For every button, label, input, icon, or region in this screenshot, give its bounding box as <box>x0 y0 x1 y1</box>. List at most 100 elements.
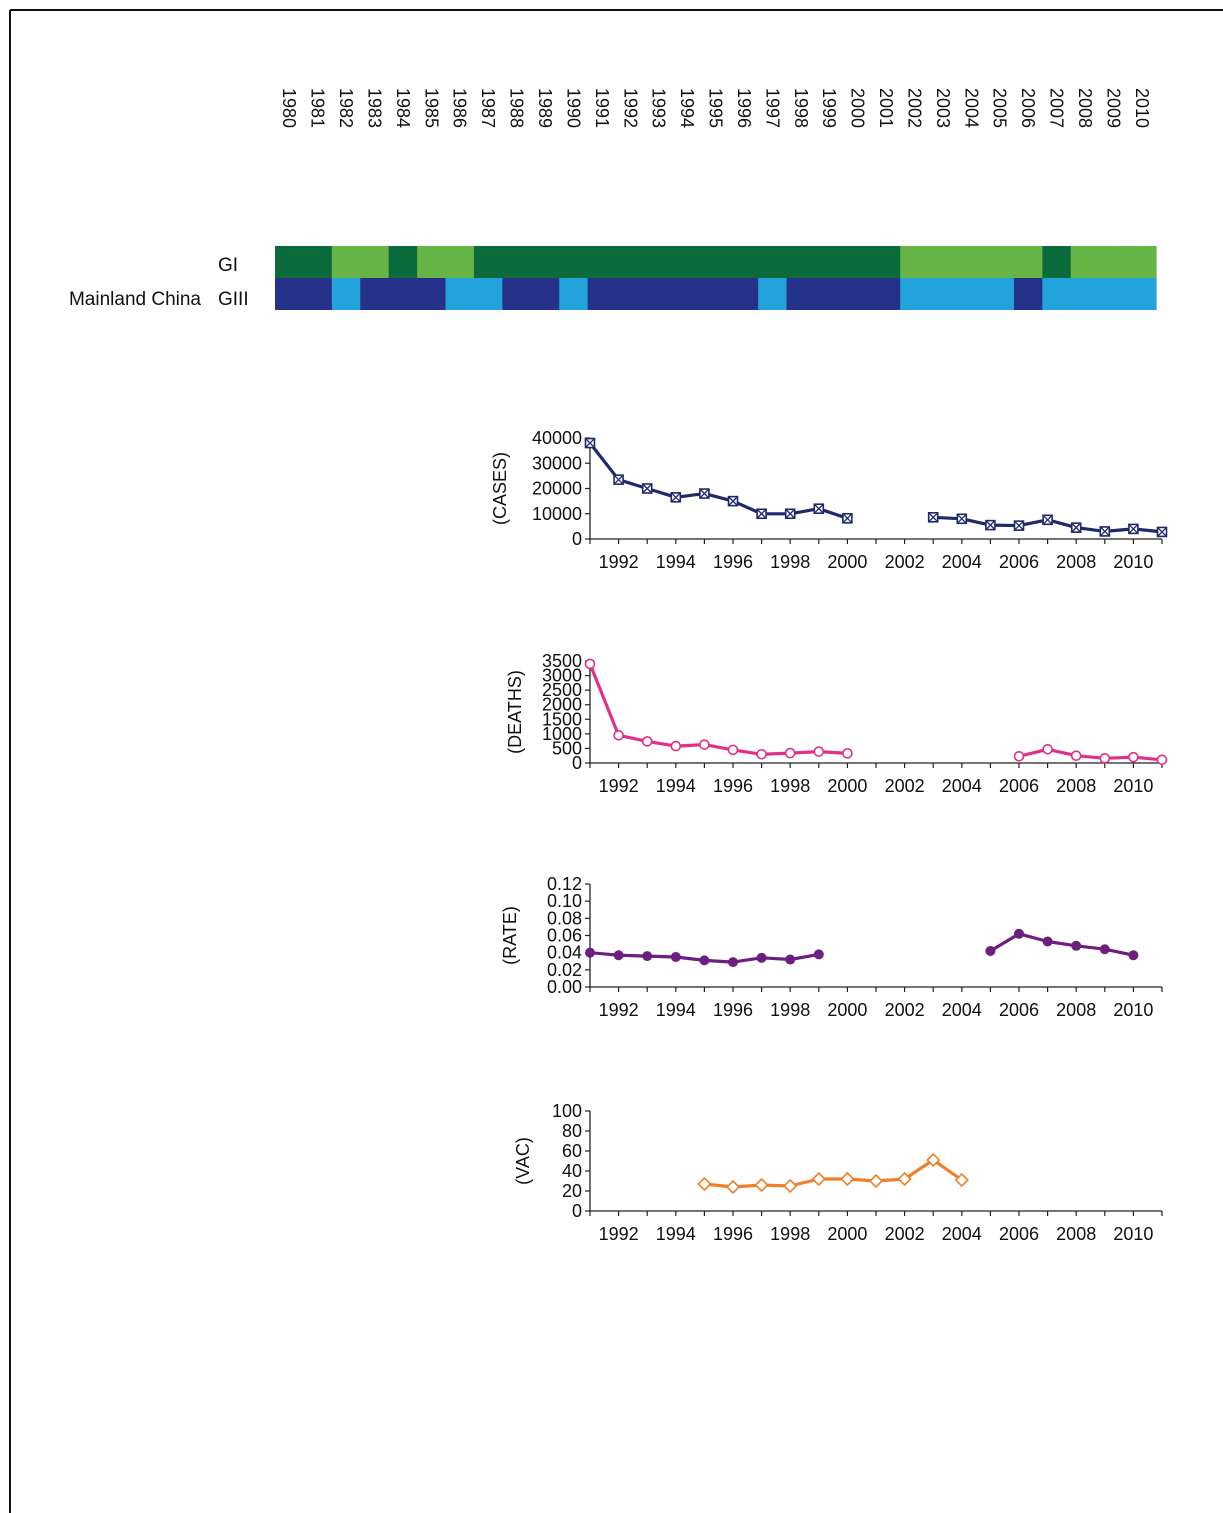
data-point-cross <box>1157 526 1167 537</box>
heatmap-cell-giii <box>729 278 759 310</box>
x-tick-label: 1992 <box>599 552 639 572</box>
y-tick-label: 30000 <box>532 453 582 473</box>
data-point <box>1014 928 1024 939</box>
heatmap-cell-gi <box>1013 246 1043 278</box>
heatmap-year-label: 2003 <box>933 88 953 128</box>
data-point <box>670 951 681 962</box>
x-tick-label: 2006 <box>999 552 1039 572</box>
heatmap-year-label: 2004 <box>961 88 981 128</box>
data-point <box>1099 944 1110 955</box>
heatmap-cell-giii <box>445 278 475 310</box>
data-point <box>728 957 738 968</box>
y-axis-label: (RATE) <box>500 906 520 965</box>
heatmap-year-labels: 1980 1981 1982 1983 1984 1985 1986 1987 1988 1989… <box>279 88 1152 128</box>
series-line <box>1018 747 1163 762</box>
heatmap-cell-giii <box>1042 278 1072 310</box>
data-point <box>1099 753 1111 764</box>
x-tick-label: 2000 <box>827 1000 867 1020</box>
data-point <box>1070 750 1082 762</box>
x-tick-label: 1994 <box>656 776 696 796</box>
y-tick-label: 2500 <box>542 680 582 700</box>
x-tick-label: 1996 <box>713 1000 753 1020</box>
x-tick-label: 1996 <box>713 1224 753 1244</box>
heatmap-cell-giii <box>985 278 1015 310</box>
heatmap-year-label: 1996 <box>734 88 754 128</box>
heatmap-year-label: 1994 <box>677 88 697 128</box>
y-tick-label: 0.00 <box>547 977 582 997</box>
x-tick-label: 1994 <box>656 1224 696 1244</box>
data-point <box>613 730 624 741</box>
heatmap-cell-giii <box>843 278 873 310</box>
y-axis-label: (DEATHS) <box>505 670 525 754</box>
heatmap-year-label: 1985 <box>421 88 441 128</box>
data-point-cross <box>756 508 767 519</box>
heatmap-cell-giii <box>502 278 532 310</box>
heatmap-cell-giii <box>644 278 674 310</box>
heatmap-year-label: 2008 <box>1075 88 1095 128</box>
x-tick-label: 2010 <box>1113 1000 1153 1020</box>
heatmap-cell-giii <box>672 278 702 310</box>
data-point <box>813 746 825 757</box>
heatmap-cell-gi <box>417 246 447 278</box>
heatmap-row-label-giii: GIII <box>218 289 249 310</box>
y-tick-label: 100 <box>552 1101 582 1121</box>
data-point-cross <box>956 513 967 524</box>
heatmap-cell-gi <box>473 246 503 278</box>
data-point <box>954 1172 969 1188</box>
data-point-cross <box>585 438 595 449</box>
heatmap-year-label: 2005 <box>990 88 1010 128</box>
data-point-cross <box>928 512 939 523</box>
heatmap-cell-giii <box>928 278 958 310</box>
data-point <box>927 511 939 523</box>
y-tick-label: 0 <box>572 1201 582 1221</box>
x-tick-label: 2004 <box>942 552 982 572</box>
data-point <box>985 945 996 956</box>
x-tick-label: 2002 <box>885 1000 925 1020</box>
heatmap-year-label: 1990 <box>563 88 583 128</box>
x-tick-label: 1998 <box>770 552 810 572</box>
heatmap-cell-giii <box>559 278 589 310</box>
data-point <box>813 949 824 960</box>
data-point <box>727 744 739 756</box>
data-point-cross <box>613 474 624 485</box>
x-tick-label: 2004 <box>942 1224 982 1244</box>
heatmap-cell-gi <box>1099 246 1129 278</box>
data-point <box>956 513 968 525</box>
heatmap-cell-gi <box>786 246 816 278</box>
heatmap-cell-giii <box>900 278 930 310</box>
data-point <box>783 1178 798 1194</box>
data-point-cross <box>670 492 681 503</box>
x-tick-label: 2002 <box>885 776 925 796</box>
heatmap-cell-giii <box>360 278 390 310</box>
data-point <box>868 1173 884 1189</box>
cases-chart: 0 10000 20000 30000 40000 1992 1994 1996 1998 200… <box>490 428 1168 572</box>
data-point-cross <box>1042 514 1053 525</box>
y-tick-label: 3000 <box>542 666 582 686</box>
data-point-cross <box>1128 523 1139 534</box>
data-point <box>756 748 767 760</box>
heatmap-cell-giii <box>417 278 447 310</box>
heatmap-year-label: 1984 <box>393 88 413 128</box>
heatmap-cell-gi <box>900 246 930 278</box>
data-point-cross <box>1071 522 1082 533</box>
x-tick-label: 2008 <box>1056 552 1096 572</box>
y-tick-label: 2000 <box>542 695 582 715</box>
heatmap-cell-gi <box>502 246 532 278</box>
series-line <box>704 1158 963 1189</box>
data-point <box>699 488 710 499</box>
y-tick-label: 20000 <box>532 479 582 499</box>
x-tick-label: 1996 <box>713 776 753 796</box>
heatmap-year-label: 2009 <box>1103 88 1123 128</box>
series-line <box>588 442 848 520</box>
data-point-cross <box>985 520 996 531</box>
heatmap-cell-giii <box>1070 278 1100 310</box>
x-tick-label: 1996 <box>713 552 753 572</box>
heatmap-cell-giii <box>303 278 333 310</box>
heatmap-year-label: 2001 <box>876 88 896 128</box>
heatmap-cell-gi <box>644 246 674 278</box>
heatmap-cell-gi <box>275 246 305 278</box>
data-point <box>840 1171 855 1187</box>
data-point <box>1156 526 1168 538</box>
